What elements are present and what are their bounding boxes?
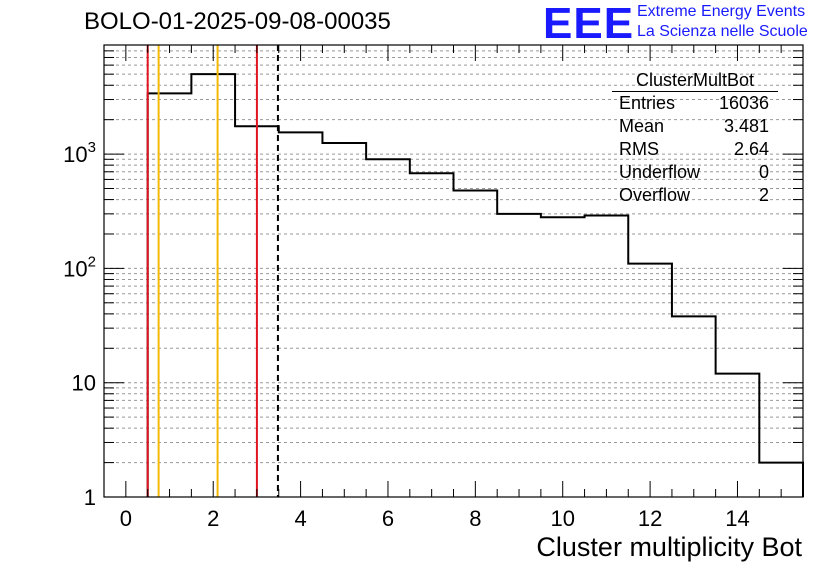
- histogram-outline: [146, 73, 804, 497]
- x-tick-label: 12: [638, 506, 662, 531]
- org-name-line2: La Scienza nelle Scuole: [637, 23, 808, 40]
- x-tick-label: 2: [207, 506, 219, 531]
- y-tick-label: 1: [84, 485, 96, 510]
- y-tick-label: 102: [63, 253, 96, 281]
- stats-row-overflow: Overflow 2: [619, 184, 769, 206]
- x-tick-label: 6: [382, 506, 394, 531]
- stats-value: 3.481: [723, 116, 769, 136]
- x-tick-label: 0: [120, 506, 132, 531]
- stats-box-name: ClusterMultBot: [635, 70, 755, 90]
- stats-label: RMS: [619, 139, 659, 159]
- x-tick-label: 10: [550, 506, 574, 531]
- stats-box-separator: [612, 91, 778, 92]
- stats-label: Mean: [619, 116, 665, 136]
- histogram-title: BOLO-01-2025-09-08-00035: [84, 8, 391, 35]
- org-name-line1: Extreme Energy Events: [637, 3, 806, 20]
- stats-label: Entries: [619, 93, 676, 113]
- stats-label: Overflow: [619, 185, 691, 205]
- y-tick-label: 10: [72, 371, 96, 396]
- stats-value: 16036: [718, 93, 769, 113]
- eee-logo: EEE: [543, 0, 635, 48]
- stats-row-entries: Entries 16036: [619, 92, 769, 114]
- stats-row-underflow: Underflow 0: [619, 161, 769, 183]
- stats-label: Underflow: [619, 162, 701, 182]
- x-tick-label: 4: [294, 506, 306, 531]
- stats-row-mean: Mean 3.481: [619, 115, 769, 137]
- stats-value: 2.64: [733, 139, 769, 159]
- x-tick-label: 8: [469, 506, 481, 531]
- stats-row-rms: RMS 2.64: [619, 138, 769, 160]
- x-axis-label: Cluster multiplicity Bot: [536, 532, 802, 562]
- stats-value: 0: [758, 162, 769, 182]
- y-tick-label: 103: [63, 139, 96, 167]
- x-tick-label: 14: [725, 506, 749, 531]
- stats-value: 2: [758, 185, 769, 205]
